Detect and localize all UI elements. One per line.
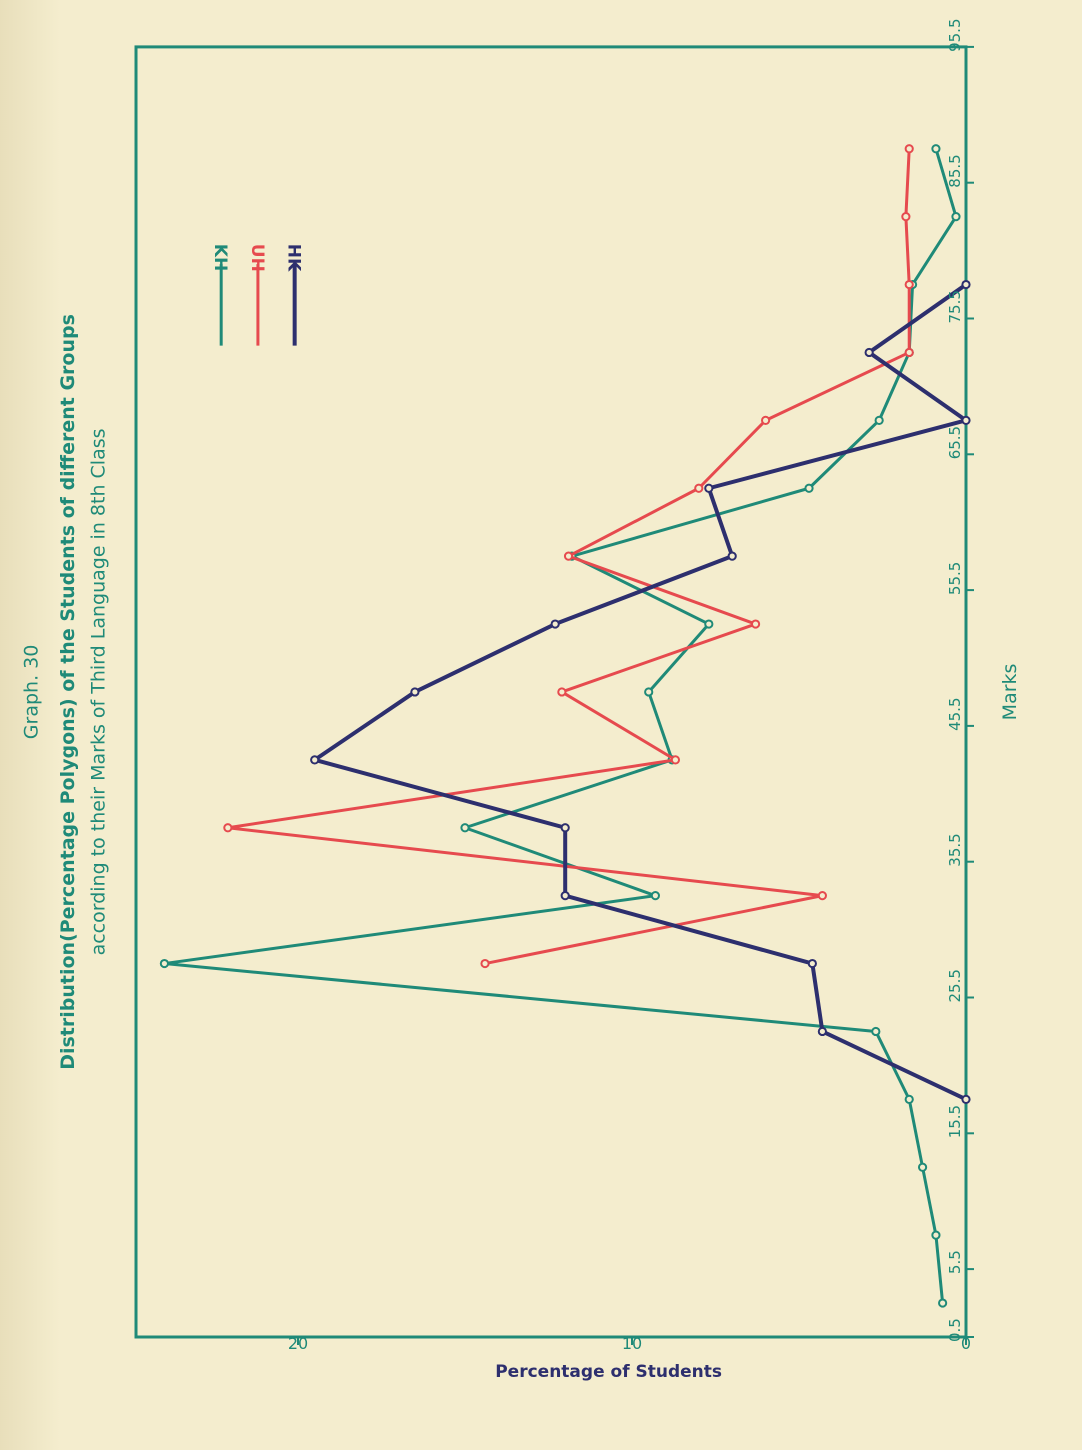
legend-label-hk: HK [284,244,304,272]
data-point-uh [750,619,761,629]
x-tick-label: 45.5 [946,697,964,730]
y-axis-label: Percentage of Students [495,1362,722,1382]
data-point-uh [557,687,567,697]
data-point-kh [931,1230,941,1240]
data-point-kh [644,687,654,697]
data-point-uh [901,212,911,222]
data-point-uh [670,755,681,765]
data-point-uh [817,891,827,901]
data-point-hk [550,619,560,629]
y-tick-label: 0 [961,1334,971,1353]
data-point-uh [904,347,914,358]
x-tick-label: 55.5 [946,562,964,595]
x-tick-label: 75.5 [946,290,964,323]
data-point-hk [961,1094,971,1104]
x-tick-label: 65.5 [946,426,964,459]
data-point-hk [727,551,737,561]
data-point-uh [904,144,914,154]
series-line-kh [162,148,958,1304]
data-point-hk [817,1026,827,1037]
data-point-kh [938,1298,948,1308]
x-axis-label: Marks [999,664,1021,721]
data-point-hk [310,755,320,765]
data-point-kh [951,212,961,222]
x-tick-label: 25.5 [946,969,964,1002]
chart-title-line-1: Distribution(Percentage Polygons) of the… [57,314,79,1070]
data-point-kh [917,1162,928,1172]
data-point-uh [904,279,914,290]
x-tick-label: 15.5 [946,1105,964,1138]
data-point-kh [460,823,470,833]
data-point-hk [864,347,874,358]
data-point-kh [904,1094,914,1104]
data-point-kh [804,483,814,493]
data-point-kh [704,619,714,629]
data-point-kh [871,1026,881,1037]
y-tick-label: 10 [622,1334,642,1353]
data-point-hk [807,958,817,969]
x-tick-label: 95.5 [946,18,964,51]
data-point-uh [480,958,490,969]
legend-label-kh: KH [210,244,230,271]
data-point-hk [560,823,570,833]
graph-number: Graph. 30 [20,645,42,740]
data-point-hk [961,279,971,290]
chart-title-line-2: according to their Marks of Third Langua… [87,428,109,955]
x-tick-label: 0.5 [946,1318,964,1342]
legend-label-uh: UH [247,244,267,272]
plot-frame [134,45,968,1339]
data-point-uh [563,551,574,561]
x-tick-label: 85.5 [946,154,964,187]
data-point-kh [874,415,884,425]
data-point-uh [761,415,771,425]
y-tick-label: 20 [288,1334,308,1353]
data-point-hk [704,483,714,493]
x-tick-label: 5.5 [946,1250,964,1274]
data-point-hk [560,891,570,901]
x-tick-label: 35.5 [946,833,964,866]
data-point-uh [223,823,233,833]
data-point-uh [694,483,704,493]
data-point-hk [410,687,420,697]
data-point-kh [650,891,660,901]
data-point-kh [931,144,941,154]
data-point-kh [159,958,169,969]
data-point-hk [961,415,971,425]
